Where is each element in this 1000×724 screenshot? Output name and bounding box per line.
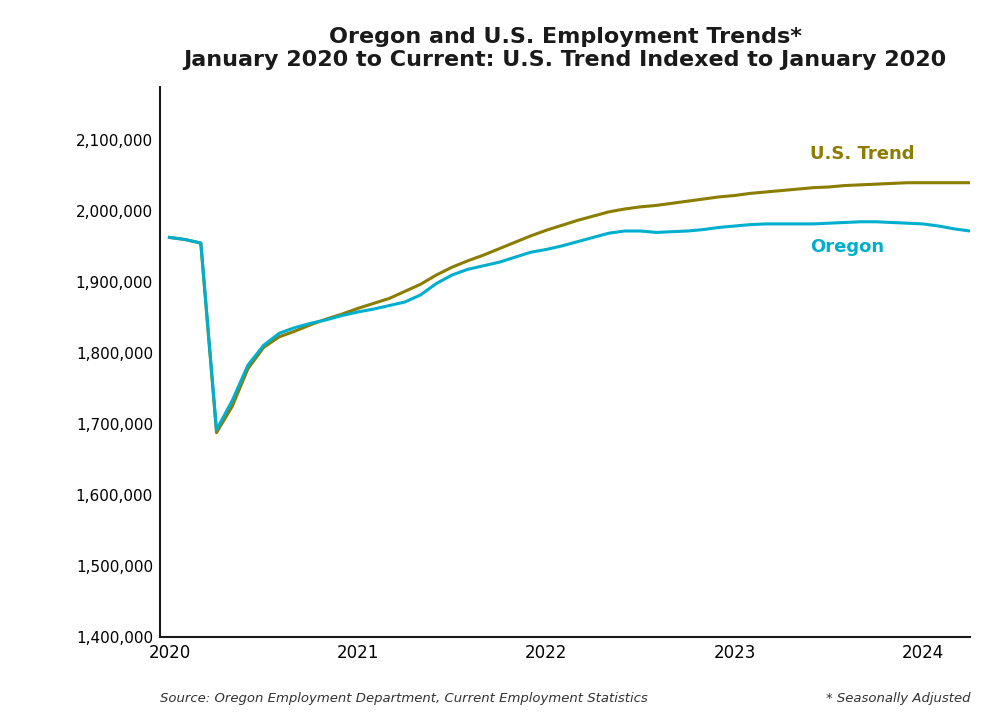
Text: Source: Oregon Employment Department, Current Employment Statistics: Source: Oregon Employment Department, Cu… (160, 692, 648, 705)
Text: Oregon: Oregon (810, 237, 884, 256)
Text: * Seasonally Adjusted: * Seasonally Adjusted (826, 692, 970, 705)
Text: U.S. Trend: U.S. Trend (810, 146, 914, 164)
Title: Oregon and U.S. Employment Trends*
January 2020 to Current: U.S. Trend Indexed t: Oregon and U.S. Employment Trends* Janua… (183, 27, 947, 70)
